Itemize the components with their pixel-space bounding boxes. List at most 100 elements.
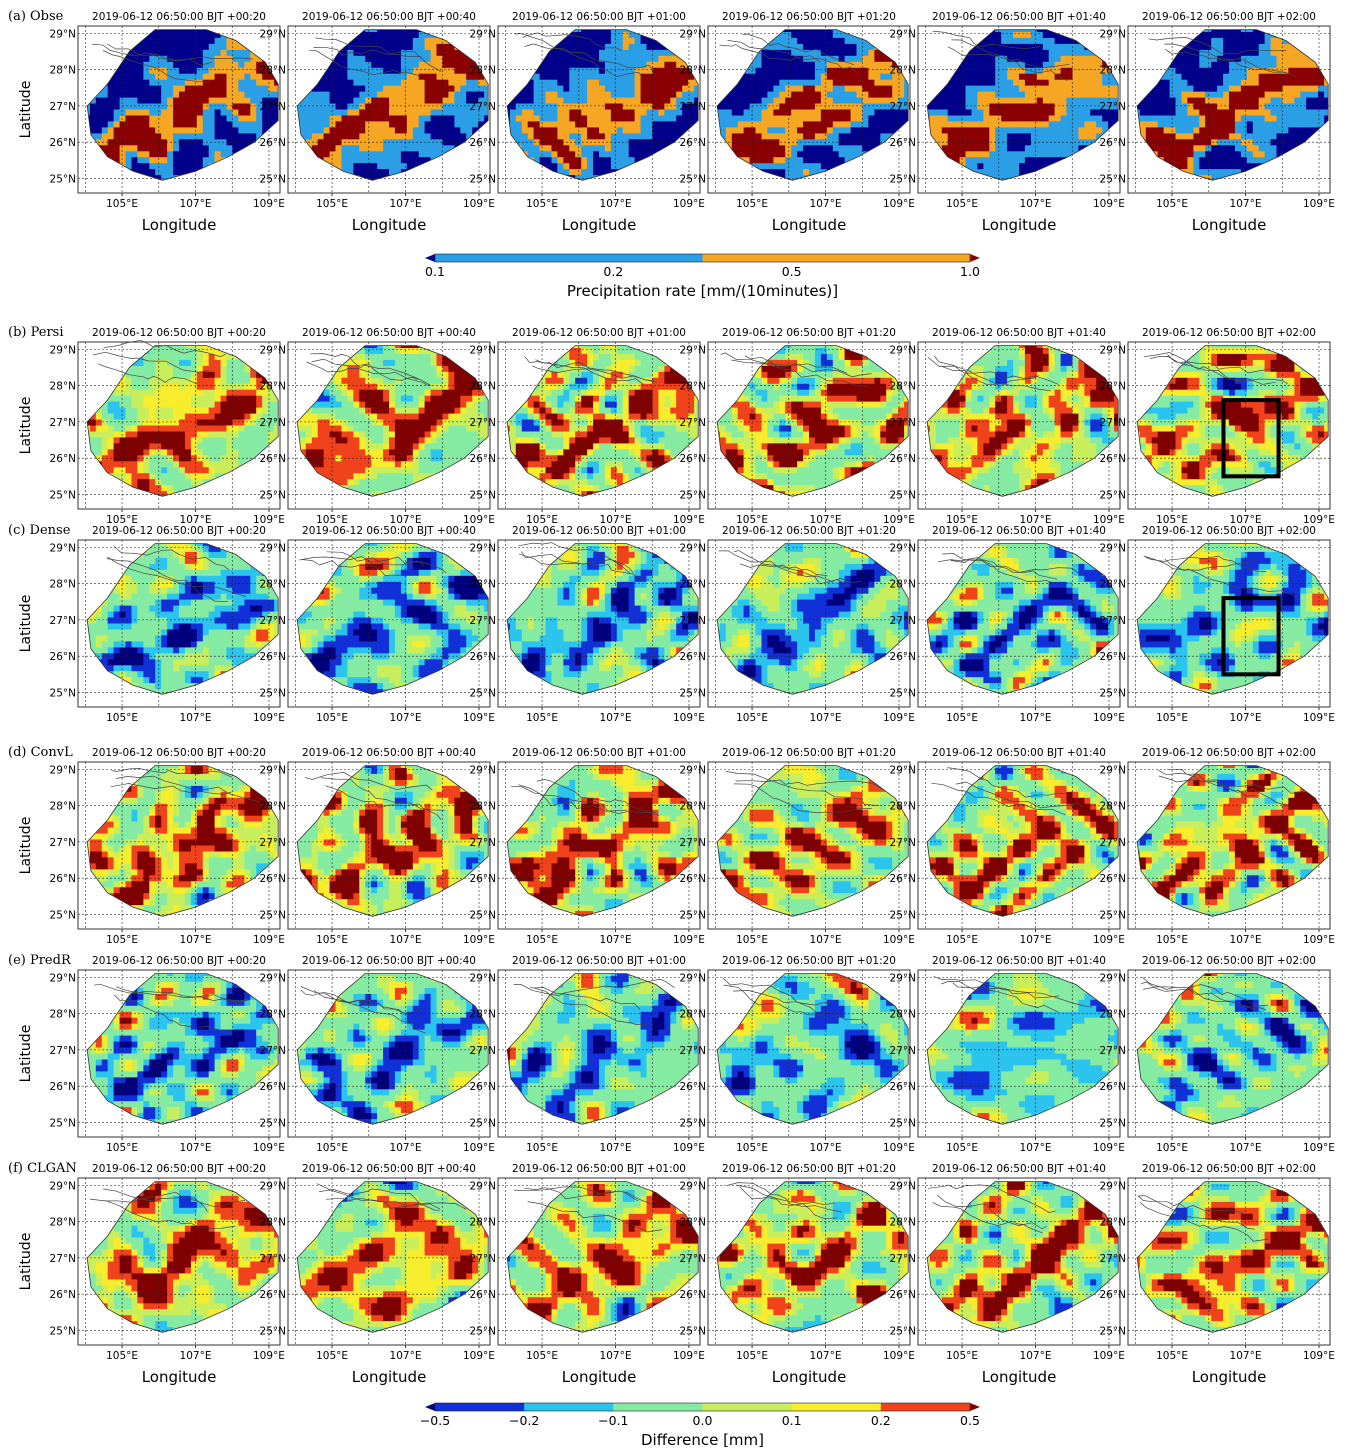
heatmap-cell — [886, 121, 893, 128]
heatmap-cell — [149, 79, 156, 87]
heatmap-cell — [448, 85, 455, 93]
heatmap-cell — [515, 157, 523, 164]
heatmap-cell — [941, 145, 949, 152]
heatmap-cell — [755, 97, 762, 105]
heatmap-cell — [365, 85, 372, 93]
heatmap-cell — [202, 145, 210, 152]
heatmap-cell — [717, 91, 721, 99]
heatmap-cell — [460, 145, 467, 152]
heatmap-cell — [208, 73, 216, 81]
heatmap-cell — [108, 181, 115, 188]
heatmap-cell — [448, 181, 455, 188]
heatmap-cell — [676, 151, 683, 158]
heatmap-cell — [406, 127, 414, 134]
heatmap-cell — [1151, 139, 1159, 146]
heatmap-cell — [78, 157, 85, 164]
heatmap-cell — [323, 151, 331, 158]
heatmap-cell — [892, 97, 899, 105]
heatmap-cell — [466, 85, 473, 93]
heatmap-cell — [539, 97, 547, 105]
heatmap-cell — [232, 133, 239, 140]
heatmap-cell — [868, 115, 875, 123]
heatmap-cell — [377, 169, 384, 176]
heatmap-cell — [78, 44, 85, 51]
heatmap-cell — [773, 97, 780, 105]
heatmap-cell — [400, 79, 408, 87]
panel-time-label: 2019-06-12 06:50:00 BJT +01:40 — [932, 11, 1106, 23]
heatmap-cell — [143, 139, 150, 146]
heatmap-cell — [726, 181, 733, 188]
y-tick-label: 26°N — [260, 137, 286, 149]
heatmap-cell — [202, 79, 210, 87]
heatmap-cell — [1024, 109, 1032, 117]
heatmap-cell — [761, 29, 768, 33]
heatmap-cell — [377, 181, 384, 188]
gridlines — [918, 26, 1120, 193]
heatmap-cell — [1007, 103, 1014, 111]
heatmap-cell — [221, 181, 228, 188]
heatmap-cell — [107, 115, 115, 123]
heatmap-cell — [682, 55, 689, 63]
heatmap-cell — [622, 139, 630, 146]
heatmap-cell — [545, 121, 552, 128]
heatmap-cell — [1060, 163, 1068, 170]
heatmap-cell — [1072, 163, 1079, 170]
heatmap-cell — [953, 91, 961, 99]
heatmap-cell — [652, 145, 659, 152]
heatmap-cell — [1151, 91, 1159, 99]
heatmap-cell — [365, 133, 372, 140]
heatmap-cell — [856, 127, 863, 134]
heatmap-cell — [533, 121, 541, 128]
heatmap-cell — [232, 97, 239, 105]
heatmap-cell — [791, 145, 798, 152]
heatmap-cell — [557, 55, 564, 63]
heatmap-cell — [89, 109, 97, 117]
heatmap-cell — [959, 61, 967, 69]
heatmap-cell — [1145, 133, 1153, 140]
heatmap-cell — [785, 103, 792, 111]
heatmap-cell — [232, 91, 239, 99]
heatmap-cell — [371, 32, 378, 39]
heatmap-cell — [137, 133, 144, 140]
heatmap-cell — [838, 121, 846, 128]
heatmap-cell — [826, 109, 834, 117]
heatmap-cell — [400, 157, 408, 164]
heatmap-cell — [1108, 97, 1115, 105]
heatmap-cell — [874, 139, 881, 146]
heatmap-cell — [454, 139, 461, 146]
heatmap-cell — [929, 121, 937, 128]
heatmap-cell — [1066, 97, 1073, 105]
heatmap-cell — [101, 61, 109, 69]
heatmap-cell — [137, 91, 144, 99]
heatmap-cell — [947, 85, 955, 93]
heatmap-cell — [1007, 121, 1014, 128]
heatmap-cell — [743, 103, 751, 111]
heatmap-cell — [509, 43, 517, 51]
heatmap-cell — [959, 67, 967, 75]
heatmap-cell — [400, 133, 408, 140]
heatmap-cell — [430, 115, 438, 123]
heatmap-cell — [306, 181, 313, 188]
heatmap-cell — [989, 103, 996, 111]
heatmap-cell — [773, 151, 780, 158]
heatmap-cell — [904, 91, 909, 99]
heatmap-cell — [575, 73, 582, 81]
heatmap-cell — [167, 157, 174, 164]
heatmap-cell — [838, 85, 846, 93]
heatmap-cell — [220, 97, 228, 105]
heatmap-cell — [1007, 67, 1014, 75]
heatmap-cell — [119, 145, 127, 152]
heatmap-cell — [551, 145, 558, 152]
heatmap-cell — [977, 49, 984, 57]
heatmap-cell — [616, 49, 624, 57]
heatmap-cell — [173, 115, 180, 123]
heatmap-cell — [826, 61, 834, 69]
heatmap-cell — [412, 145, 420, 152]
heatmap-cell — [125, 103, 132, 111]
heatmap-cell — [288, 98, 295, 105]
heatmap-cell — [155, 145, 162, 152]
heatmap-cell — [418, 121, 426, 128]
heatmap-cell — [557, 67, 564, 75]
heatmap-cell — [1019, 61, 1026, 69]
heatmap-cell — [935, 133, 943, 140]
